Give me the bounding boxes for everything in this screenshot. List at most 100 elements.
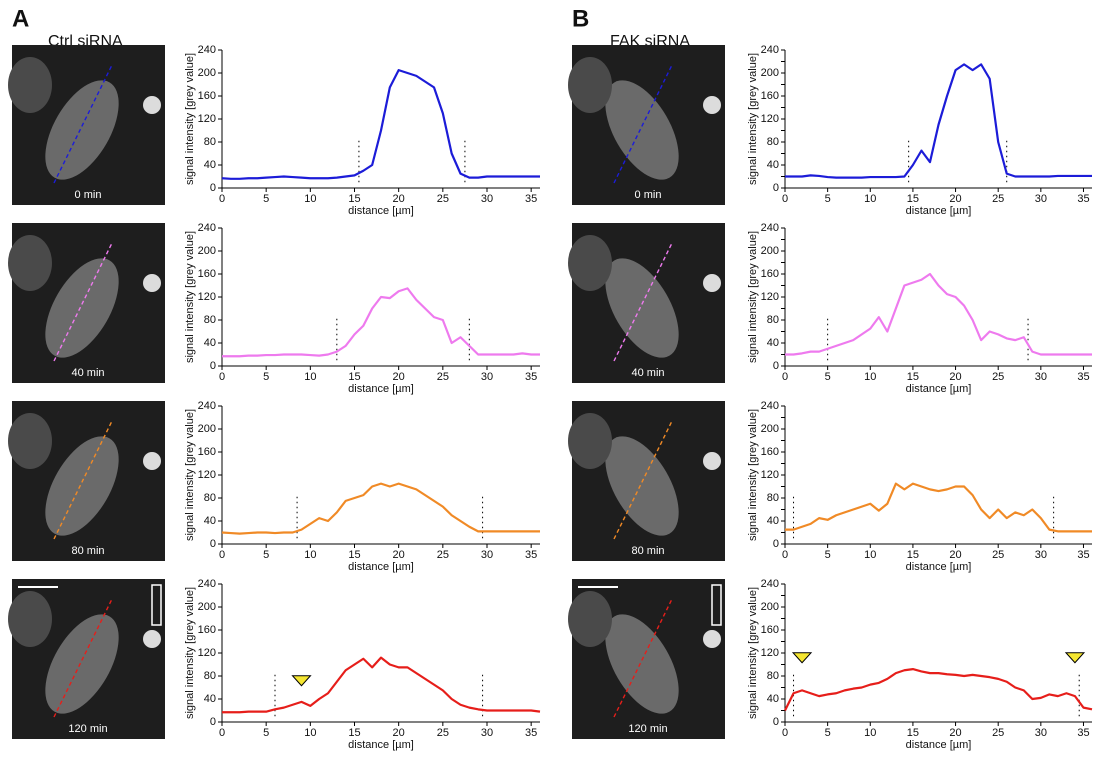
- x-axis-label: distance [µm]: [348, 205, 414, 217]
- y-tick-label: 160: [198, 446, 216, 458]
- x-tick-label: 15: [907, 371, 919, 383]
- y-tick-label: 80: [204, 314, 216, 326]
- profile: [785, 272, 1092, 356]
- cell: [605, 80, 679, 180]
- x-tick-label: 30: [481, 371, 493, 383]
- x-tick-label: 5: [263, 727, 269, 739]
- panel-letter: B: [572, 5, 589, 32]
- y-tick-label: 120: [198, 469, 216, 481]
- arrowhead: [291, 675, 312, 687]
- x-axis-label: distance [µm]: [348, 383, 414, 395]
- cell: [8, 235, 52, 291]
- x-tick-label: 0: [782, 727, 788, 739]
- x-axis-label: distance [µm]: [348, 561, 414, 573]
- y-tick-label: 40: [204, 337, 216, 349]
- x-tick-label: 10: [864, 549, 876, 561]
- y-tick-label: 200: [198, 245, 216, 257]
- cell: [45, 614, 119, 714]
- y-axis-label: signal intensity [grey value]: [184, 409, 196, 541]
- x-tick-label: 35: [525, 727, 537, 739]
- x-tick-label: 35: [525, 549, 537, 561]
- x-tick-label: 0: [219, 727, 225, 739]
- x-tick-label: 5: [263, 371, 269, 383]
- y-tick-label: 0: [773, 182, 779, 194]
- x-tick-label: 20: [949, 371, 961, 383]
- y-tick-label: 0: [773, 538, 779, 550]
- y-tick-label: 0: [210, 538, 216, 550]
- x-tick-label: 5: [825, 193, 831, 205]
- x-tick-label: 30: [481, 727, 493, 739]
- x-tick-label: 30: [1035, 193, 1047, 205]
- y-tick-label: 160: [198, 90, 216, 102]
- y-tick-label: 40: [767, 515, 779, 527]
- profile-line: [613, 242, 673, 362]
- y-tick-label: 160: [761, 446, 779, 458]
- time-label: 40 min: [631, 367, 664, 379]
- y-axis-label: signal intensity [grey value]: [747, 587, 759, 719]
- y-axis-label: signal intensity [grey value]: [747, 53, 759, 185]
- cell: [45, 436, 119, 536]
- profile-line: [613, 598, 673, 718]
- y-tick-label: 40: [767, 159, 779, 171]
- x-tick-label: 20: [393, 727, 405, 739]
- intensity-scale: [711, 584, 722, 626]
- x-tick-label: 15: [348, 371, 360, 383]
- y-tick-label: 80: [204, 136, 216, 148]
- y-tick-label: 0: [773, 716, 779, 728]
- cell: [8, 57, 52, 113]
- x-tick-label: 0: [782, 549, 788, 561]
- x-tick-label: 15: [348, 193, 360, 205]
- y-tick-label: 0: [210, 360, 216, 372]
- cell: [8, 591, 52, 647]
- y-tick-label: 240: [198, 578, 216, 590]
- y-tick-label: 160: [761, 268, 779, 280]
- x-tick-label: 5: [825, 371, 831, 383]
- arrowhead: [1064, 652, 1086, 664]
- x-tick-label: 35: [525, 193, 537, 205]
- x-tick-label: 25: [437, 193, 449, 205]
- y-tick-label: 120: [761, 291, 779, 303]
- y-tick-label: 200: [198, 601, 216, 613]
- x-tick-label: 30: [481, 549, 493, 561]
- y-tick-label: 40: [204, 159, 216, 171]
- time-label: 120 min: [628, 723, 667, 735]
- x-tick-label: 15: [348, 727, 360, 739]
- x-tick-label: 25: [437, 371, 449, 383]
- profile-line: [53, 598, 113, 718]
- time-label: 40 min: [71, 367, 104, 379]
- x-tick-label: 30: [1035, 371, 1047, 383]
- x-tick-label: 20: [393, 193, 405, 205]
- y-tick-label: 120: [761, 647, 779, 659]
- cell: [703, 96, 721, 114]
- y-axis-label: signal intensity [grey value]: [184, 587, 196, 719]
- cell: [143, 96, 161, 114]
- y-tick-label: 200: [761, 245, 779, 257]
- x-tick-label: 10: [304, 371, 316, 383]
- x-tick-label: 0: [782, 193, 788, 205]
- y-axis-label: signal intensity [grey value]: [747, 409, 759, 541]
- y-tick-label: 40: [204, 515, 216, 527]
- cell: [605, 614, 679, 714]
- profile: [221, 69, 540, 180]
- time-label: 80 min: [71, 545, 104, 557]
- y-tick-label: 200: [761, 601, 779, 613]
- y-tick-label: 240: [198, 400, 216, 412]
- profile: [222, 287, 540, 358]
- y-tick-label: 240: [198, 44, 216, 56]
- x-tick-label: 25: [992, 549, 1004, 561]
- intensity-scale: [151, 584, 162, 626]
- x-tick-label: 35: [1077, 549, 1089, 561]
- x-tick-label: 25: [992, 371, 1004, 383]
- y-axis-label: signal intensity [grey value]: [184, 53, 196, 185]
- x-tick-label: 5: [263, 549, 269, 561]
- x-tick-label: 10: [304, 193, 316, 205]
- profile: [221, 482, 540, 535]
- y-tick-label: 200: [198, 67, 216, 79]
- x-axis-label: distance [µm]: [348, 739, 414, 751]
- profile-line: [613, 420, 673, 540]
- time-label: 0 min: [635, 189, 662, 201]
- y-tick-label: 240: [761, 44, 779, 56]
- x-tick-label: 0: [219, 549, 225, 561]
- y-axis-label: signal intensity [grey value]: [747, 231, 759, 363]
- cell: [45, 80, 119, 180]
